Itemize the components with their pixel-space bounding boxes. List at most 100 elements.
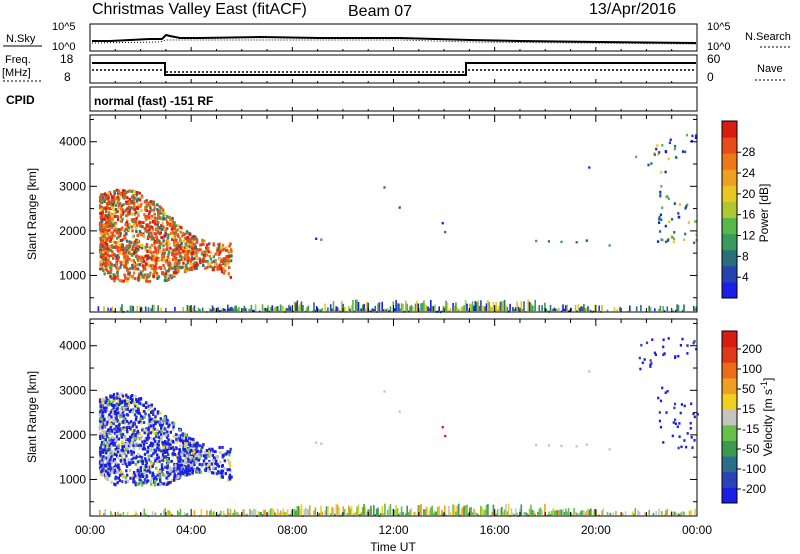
- velocity-scatter-cell: [152, 413, 155, 416]
- power-scatter-cell: [181, 258, 184, 262]
- velocity-scatter-cell: [136, 482, 139, 486]
- velocity-scatter-cell: [679, 344, 682, 347]
- power-scatter-cell: [151, 263, 154, 267]
- power-scatter-cell: [229, 242, 232, 246]
- power-scatter-cell: [191, 241, 194, 245]
- velocity-scatter-cell: [98, 398, 102, 402]
- power-scatter-cell: [395, 300, 397, 312]
- power-scatter-cell: [100, 260, 103, 264]
- power-scatter-cell: [132, 271, 136, 275]
- power-scatter-cell: [136, 263, 139, 267]
- velocity-scatter-cell: [193, 450, 196, 454]
- velocity-scatter-cell: [382, 513, 385, 516]
- power-scatter-cell: [180, 242, 183, 246]
- velocity-scatter-cell: [580, 510, 582, 516]
- power-scatter-cell: [442, 305, 445, 312]
- power-scatter-cell: [152, 203, 155, 207]
- velocity-scatter-cell: [157, 440, 160, 443]
- power-scatter-cell: [163, 212, 166, 216]
- power-scatter-cell: [444, 230, 447, 234]
- power-scatter-cell: [192, 263, 195, 267]
- power-scatter-cell: [122, 260, 125, 264]
- power-scatter-cell: [112, 256, 115, 260]
- power-scatter-cell: [146, 249, 149, 253]
- velocity-scatter-cell: [129, 443, 132, 447]
- velocity-scatter-cell: [100, 422, 103, 426]
- power-scatter-cell: [577, 304, 580, 312]
- velocity-scatter-cell: [140, 435, 144, 439]
- power-scatter-cell: [157, 305, 159, 312]
- velocity-scatter-cell: [189, 444, 192, 448]
- power-scatter-cell: [531, 305, 534, 312]
- power-scatter-cell: [424, 304, 427, 312]
- velocity-scatter-cell: [693, 415, 696, 419]
- power-scatter-cell: [100, 224, 104, 228]
- velocity-scatter-cell: [158, 460, 161, 464]
- velocity-scatter-cell: [181, 439, 184, 443]
- power-scatter-cell: [177, 261, 180, 265]
- velocity-scatter-cell: [117, 463, 120, 467]
- power-scatter-cell: [111, 203, 115, 207]
- power-scatter-cell: [466, 303, 468, 312]
- velocity-scatter-cell: [142, 403, 145, 407]
- velocity-scatter-cell: [160, 433, 163, 437]
- velocity-scatter-cell: [109, 458, 112, 462]
- velocity-scatter-cell: [405, 513, 407, 516]
- power-scatter-cell: [655, 147, 658, 151]
- power-scatter-cell: [160, 255, 164, 259]
- power-scatter-cell: [235, 305, 237, 312]
- velocity-scatter-cell: [242, 509, 244, 516]
- velocity-scatter-cell: [119, 401, 122, 405]
- velocity-scatter-cell: [205, 466, 208, 470]
- velocity-scatter-cell: [148, 470, 152, 474]
- power-scatter-cell: [672, 240, 675, 244]
- velocity-scatter-cell: [122, 408, 126, 412]
- velocity-colorbar-tick-label: -50: [742, 442, 760, 456]
- velocity-scatter-cell: [171, 454, 174, 458]
- velocity-scatter-cell: [192, 440, 196, 444]
- power-scatter-cell: [103, 233, 107, 237]
- power-scatter-cell: [135, 193, 138, 196]
- velocity-scatter-cell: [153, 448, 156, 452]
- velocity-scatter-cell: [548, 511, 550, 516]
- velocity-scatter-cell: [224, 513, 226, 516]
- velocity-scatter-cell: [117, 400, 120, 404]
- power-scatter-cell: [116, 277, 120, 281]
- power-scatter-cell: [224, 263, 227, 267]
- power-scatter-cell: [138, 221, 141, 225]
- velocity-scatter-cell: [158, 475, 161, 479]
- velocity-scatter-cell: [119, 400, 122, 403]
- velocity-scatter-cell: [120, 392, 123, 396]
- velocity-scatter-cell: [126, 395, 130, 399]
- velocity-scatter-cell: [474, 511, 477, 516]
- power-scatter-cell: [103, 265, 106, 269]
- velocity-scatter-cell: [654, 353, 657, 356]
- velocity-scatter-cell: [205, 453, 208, 457]
- velocity-scatter-cell: [119, 459, 122, 462]
- power-scatter-cell: [635, 155, 638, 159]
- velocity-scatter-cell: [163, 416, 166, 420]
- velocity-scatter-cell: [300, 504, 303, 516]
- velocity-scatter-cell: [112, 422, 115, 426]
- velocity-scatter-cell: [136, 512, 139, 516]
- velocity-scatter-cell: [159, 479, 162, 483]
- power-scatter-cell: [438, 306, 440, 312]
- velocity-scatter-cell: [146, 437, 149, 441]
- velocity-scatter-cell: [185, 445, 188, 449]
- velocity-scatter-cell: [541, 510, 543, 516]
- velocity-scatter-cell: [110, 470, 114, 474]
- power-scatter-cell: [141, 260, 144, 264]
- velocity-scatter-cell: [360, 512, 363, 516]
- velocity-scatter-cell: [177, 452, 181, 455]
- velocity-scatter-cell: [120, 470, 123, 474]
- velocity-scatter-cell: [153, 427, 156, 431]
- velocity-scatter-cell: [228, 513, 230, 516]
- power-scatter-cell: [264, 307, 267, 312]
- power-scatter-cell: [161, 272, 164, 276]
- velocity-scatter-cell: [106, 428, 110, 432]
- power-scatter-cell: [635, 306, 638, 312]
- power-scatter-cell: [216, 249, 219, 253]
- power-scatter-cell: [188, 259, 191, 263]
- power-scatter-cell: [499, 301, 502, 312]
